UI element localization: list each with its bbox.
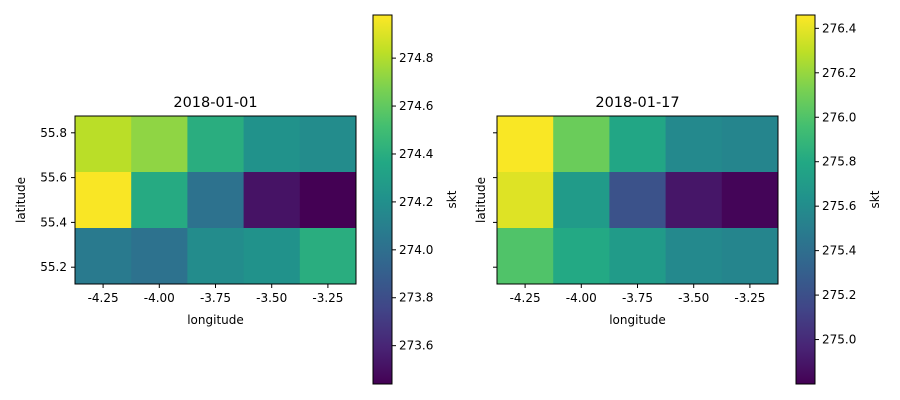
heatmap-cell <box>497 172 554 229</box>
heatmap-cell <box>721 172 779 229</box>
colorbar-tick-label: 276.0 <box>822 110 856 124</box>
colorbar-tick-label: 274.2 <box>399 195 433 209</box>
colorbar <box>372 14 393 385</box>
y-tick-label: 55.2 <box>40 260 67 274</box>
heatmap-cell <box>665 172 723 229</box>
y-tick-label: 55.8 <box>40 126 67 140</box>
heatmap-cell <box>609 172 667 229</box>
heatmap-cell <box>299 172 357 229</box>
heatmap-cell <box>243 116 301 173</box>
x-tick-label: -4.25 <box>88 291 119 305</box>
colorbar-tick-label: 275.8 <box>822 155 856 169</box>
colorbar-tick-label: 275.0 <box>822 333 856 347</box>
heatmap-cell <box>131 116 188 173</box>
heatmap-cell <box>721 228 779 285</box>
colorbar-tick-label: 275.4 <box>822 244 856 258</box>
heatmap-cell <box>299 116 357 173</box>
x-tick-label: -3.25 <box>734 291 765 305</box>
heatmap-panel-1: 2018-01-01 -4.25 -4.00 -3.75 -3.50 -3.25 longi… <box>14 14 459 385</box>
heatmap-cell <box>299 228 357 285</box>
colorbar-tick-label: 274.0 <box>399 243 433 257</box>
x-tick-label: -4.00 <box>566 291 597 305</box>
x-tick-label: -4.00 <box>144 291 175 305</box>
colorbar-tick-label: 276.2 <box>822 66 856 80</box>
colorbar-tick-label: 276.4 <box>822 21 856 35</box>
y-axis-label: latitude <box>474 177 488 223</box>
colorbar-label: skt <box>445 190 459 208</box>
x-tick-label: -3.75 <box>200 291 231 305</box>
heatmap-cell <box>497 228 554 285</box>
heatmap-cell <box>75 172 132 229</box>
colorbar-tick-label: 274.6 <box>399 99 433 113</box>
y-tick-label: 55.4 <box>40 215 67 229</box>
chart-title: 2018-01-17 <box>595 95 679 111</box>
heatmap-cell <box>553 116 610 173</box>
colorbar <box>795 14 816 385</box>
heatmap-cell <box>131 228 188 285</box>
x-tick-label: -3.75 <box>622 291 653 305</box>
heatmap-cell <box>187 116 245 173</box>
y-tick-label: 55.6 <box>40 171 67 185</box>
heatmap-cell <box>75 116 132 173</box>
colorbar-tick-label: 275.2 <box>822 288 856 302</box>
heatmap-cell <box>187 172 245 229</box>
colorbar-tick-label: 273.6 <box>399 339 433 353</box>
x-axis-label: longitude <box>187 313 244 327</box>
colorbar-tick-label: 275.6 <box>822 199 856 213</box>
heatmap-cell <box>131 172 188 229</box>
heatmap-cell <box>665 228 723 285</box>
heatmap-cell <box>553 172 610 229</box>
heatmap-cell <box>187 228 245 285</box>
heatmap-cell <box>75 228 132 285</box>
x-tick-label: -3.50 <box>256 291 287 305</box>
heatmap-cell <box>721 116 779 173</box>
colorbar-tick-label: 273.8 <box>399 291 433 305</box>
x-axis-label: longitude <box>609 313 666 327</box>
chart-title: 2018-01-01 <box>173 95 257 111</box>
heatmap-cell <box>665 116 723 173</box>
heatmap-cell <box>497 116 554 173</box>
heatmap-cell <box>243 228 301 285</box>
heatmap-cell <box>609 116 667 173</box>
x-tick-label: -3.25 <box>312 291 343 305</box>
x-tick-label: -4.25 <box>510 291 541 305</box>
colorbar-label: skt <box>868 190 882 208</box>
heatmap-panel-2: 2018-01-17 -4.25 -4.00 -3.75 -3.50 -3.25 longi… <box>474 14 882 385</box>
colorbar-tick-label: 274.4 <box>399 147 433 161</box>
y-axis-label: latitude <box>14 177 28 223</box>
heatmap-cell <box>243 172 301 229</box>
heatmap-cell <box>553 228 610 285</box>
colorbar-tick-label: 274.8 <box>399 51 433 65</box>
x-tick-label: -3.50 <box>678 291 709 305</box>
heatmap-cell <box>609 228 667 285</box>
